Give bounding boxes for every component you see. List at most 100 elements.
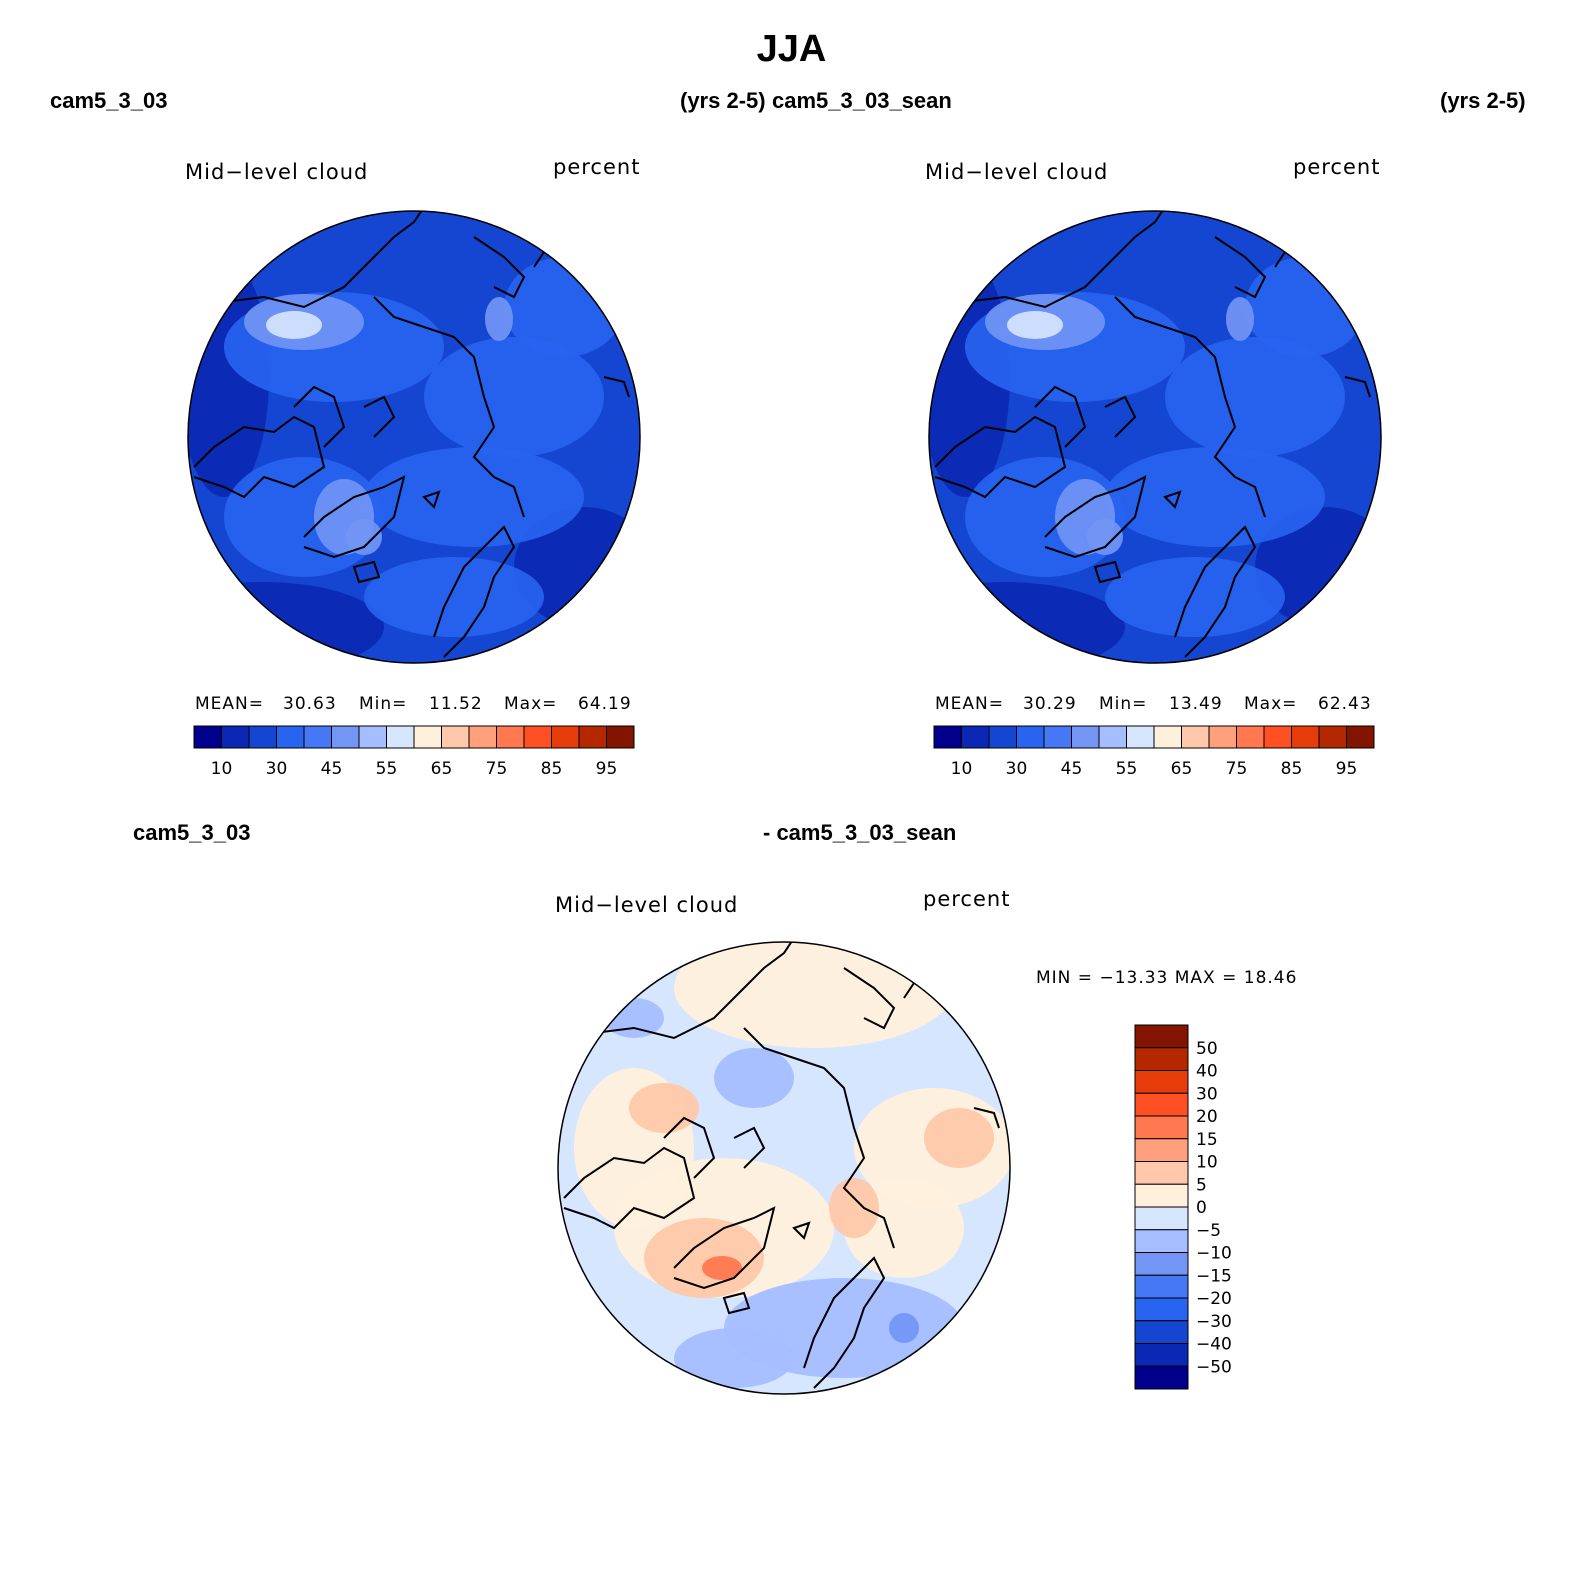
colorbar-swatch	[248, 725, 277, 749]
coastline	[743, 1027, 895, 1249]
diff-contour	[889, 1313, 919, 1343]
cloud-contour	[188, 582, 384, 663]
colorbar-swatch	[523, 725, 552, 749]
coastline	[973, 1107, 1000, 1129]
coastline	[193, 415, 326, 499]
diff-colorbar-tick-label: 50	[1196, 1039, 1218, 1059]
coastline	[1163, 490, 1182, 509]
left-years-label: (yrs 2-5)	[680, 88, 766, 113]
diff-colorbar-swatch	[1134, 1092, 1189, 1117]
colorbar-swatch	[1016, 725, 1045, 749]
diff-colorbar-tick-label: −30	[1196, 1312, 1232, 1332]
panel2-min-label: Min=	[1099, 694, 1148, 714]
diff-contour	[702, 1256, 742, 1280]
coastline	[373, 296, 525, 518]
diff-colorbar-swatch	[1134, 1024, 1189, 1049]
colorbar-swatch	[468, 725, 497, 749]
panel2-max-value: 62.43	[1318, 694, 1372, 714]
cloud-contour	[1165, 337, 1345, 457]
diff-colorbar-swatch	[1134, 1047, 1189, 1071]
colorbar-swatch	[1098, 725, 1127, 749]
diff-contour	[924, 1108, 994, 1168]
colorbar-tick-label: 95	[1336, 759, 1358, 779]
coastline	[803, 1256, 886, 1389]
colorbar-swatch	[331, 725, 360, 749]
colorbar-swatch	[578, 725, 607, 749]
diff-colorbar-tick-label: −20	[1196, 1289, 1232, 1309]
diff-colorbar-swatch	[1134, 1365, 1189, 1390]
colorbar-tick-label: 45	[1061, 759, 1083, 779]
diff-colorbar-tick-label: −40	[1196, 1335, 1232, 1355]
coastline	[1114, 296, 1266, 518]
coastline	[1174, 525, 1257, 658]
diff-units: percent	[923, 887, 1011, 911]
diff-colorbar-swatch	[1134, 1206, 1189, 1231]
diff-colorbar-swatch	[1134, 1320, 1189, 1344]
panel1-variable: Mid−level cloud	[185, 160, 369, 184]
diff-colorbar-swatch	[1134, 1229, 1189, 1253]
colorbar-2: 10 30 45 55 65 75 85 95	[933, 725, 1375, 779]
coastline	[352, 560, 381, 584]
colorbar-tick-label: 75	[486, 759, 508, 779]
coastline	[473, 236, 526, 299]
panel1-units: percent	[553, 155, 641, 179]
panel2-max-label: Max=	[1244, 694, 1298, 714]
colorbar-swatch	[1071, 725, 1100, 749]
main-title: JJA	[756, 28, 827, 70]
diff-contour	[629, 1083, 699, 1133]
colorbar-tick-label: 75	[1226, 759, 1248, 779]
colorbar-swatch	[1263, 725, 1292, 749]
map1	[188, 211, 640, 663]
coastline	[1034, 385, 1087, 448]
colorbar-swatch	[1181, 725, 1210, 749]
coastline	[792, 1221, 811, 1240]
diff-colorbar-tick-label: 0	[1196, 1198, 1207, 1218]
colorbar-swatch	[1043, 725, 1072, 749]
coastline	[1104, 395, 1137, 438]
colorbar-swatch	[551, 725, 580, 749]
colorbar-tick-label: 85	[1281, 759, 1303, 779]
diff-contour	[829, 1178, 879, 1238]
diff-colorbar-tick-label: −50	[1196, 1357, 1232, 1377]
coastline	[558, 942, 795, 1059]
coastline	[188, 211, 425, 328]
diff-colorbar-swatch	[1134, 1343, 1189, 1367]
diff-colorbar-tick-label: 20	[1196, 1107, 1218, 1127]
colorbar-tick-label: 55	[376, 759, 398, 779]
diff-contour	[604, 998, 664, 1038]
diff-left-label: cam5_3_03	[133, 820, 251, 845]
cloud-contour	[929, 582, 1125, 663]
colorbar-swatch	[276, 725, 305, 749]
cloud-contour	[1105, 447, 1325, 547]
map-diff	[558, 942, 1010, 1394]
colorbar-swatch	[606, 725, 635, 749]
colorbar-swatch	[1318, 725, 1347, 749]
diff-colorbar-tick-label: −10	[1196, 1244, 1232, 1264]
coastline	[934, 415, 1067, 499]
cloud-contour	[266, 311, 322, 339]
diff-colorbar-tick-label: 5	[1196, 1175, 1207, 1195]
coastline	[722, 1291, 751, 1315]
colorbar-tick-label: 95	[596, 759, 618, 779]
panel1-min-value: 11.52	[429, 694, 483, 714]
colorbar-swatch	[496, 725, 525, 749]
cloud-contour	[1226, 297, 1254, 341]
diff-variable: Mid−level cloud	[555, 893, 739, 917]
colorbar-swatch	[1291, 725, 1320, 749]
diff-colorbar-swatch	[1134, 1070, 1189, 1094]
diff-colorbar-tick-label: −15	[1196, 1266, 1232, 1286]
cloud-contour	[364, 557, 544, 637]
coastline	[1044, 475, 1147, 559]
panel2-variable: Mid−level cloud	[925, 160, 1109, 184]
diff-colorbar-tick-label: −5	[1196, 1221, 1221, 1241]
coastline	[663, 1116, 716, 1179]
cloud-contour	[1087, 519, 1123, 555]
coastline	[733, 1126, 766, 1169]
colorbar-tick-label: 55	[1116, 759, 1138, 779]
cloud-contour	[504, 257, 624, 357]
colorbar-swatch	[988, 725, 1017, 749]
colorbar-tick-label: 85	[541, 759, 563, 779]
colorbar-swatch	[1126, 725, 1155, 749]
diff-colorbar-swatch	[1134, 1161, 1189, 1185]
cloud-contour	[1105, 557, 1285, 637]
